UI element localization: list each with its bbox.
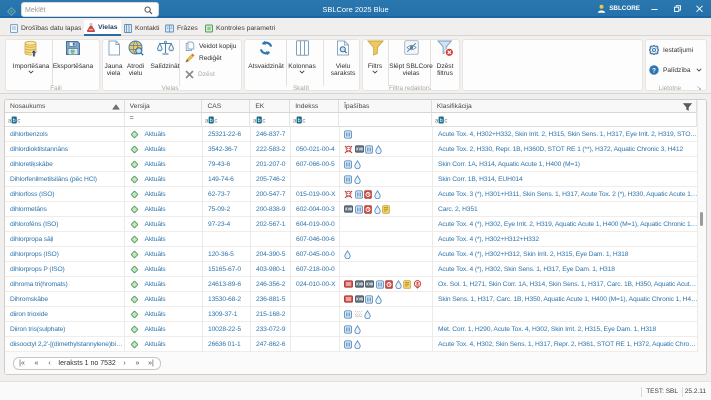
svg-text:a: a bbox=[293, 119, 297, 125]
svg-text:a: a bbox=[8, 119, 12, 125]
svg-text:c: c bbox=[303, 119, 306, 125]
svg-text:b: b bbox=[13, 118, 16, 124]
svg-text:a: a bbox=[253, 119, 257, 125]
svg-text:b: b bbox=[258, 118, 261, 124]
svg-text:b: b bbox=[210, 118, 213, 124]
svg-text:c: c bbox=[17, 119, 20, 125]
svg-text:b: b bbox=[298, 118, 301, 124]
svg-text:XVII: XVII bbox=[355, 297, 362, 302]
svg-text:XVII: XVII bbox=[355, 282, 362, 287]
svg-text:a: a bbox=[205, 119, 209, 125]
svg-text:?: ? bbox=[652, 67, 656, 74]
svg-text:c: c bbox=[263, 119, 266, 125]
svg-text:a: a bbox=[435, 119, 439, 125]
svg-text:c: c bbox=[215, 119, 218, 125]
svg-text:b: b bbox=[439, 118, 442, 124]
svg-text:c: c bbox=[444, 119, 447, 125]
svg-text:XVII: XVII bbox=[366, 282, 373, 287]
svg-text:XVII: XVII bbox=[345, 207, 352, 212]
svg-text:XVII: XVII bbox=[355, 147, 362, 152]
